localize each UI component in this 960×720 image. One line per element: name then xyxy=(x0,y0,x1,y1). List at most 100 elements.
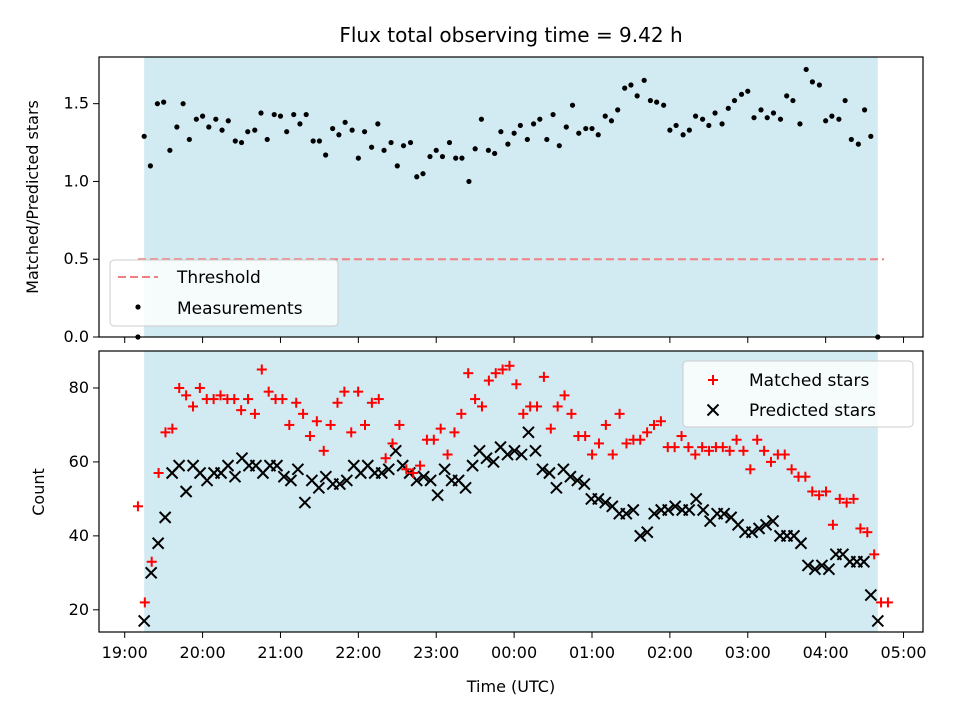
measurement-point xyxy=(673,122,679,129)
matched-star-point xyxy=(346,427,357,438)
matched-star-point xyxy=(621,438,632,449)
predicted-star-point xyxy=(668,500,682,513)
predicted-star-point xyxy=(857,555,871,568)
measurement-point xyxy=(524,136,530,143)
legend-box xyxy=(109,259,339,327)
matched-star-point xyxy=(607,449,618,460)
top-panel-ratio: 0.0 0.5 1.0 1.5 Threshold Measurements xyxy=(64,56,924,346)
matched-star-point xyxy=(642,427,653,438)
predicted-star-point xyxy=(759,518,773,531)
matched-star-point xyxy=(415,460,426,471)
measurement-point xyxy=(245,129,251,135)
measurement-point xyxy=(316,138,323,144)
measurement-point xyxy=(842,97,848,104)
measurement-point xyxy=(661,102,667,108)
predicted-cross-b xyxy=(864,588,878,602)
predicted-cross-b xyxy=(375,466,388,480)
measurement-point xyxy=(537,116,543,122)
matched-star-point xyxy=(298,408,309,419)
measurement-point xyxy=(875,334,881,340)
measurement-point xyxy=(186,136,192,143)
predicted-star-point xyxy=(284,474,298,487)
predicted-cross-b xyxy=(270,459,284,472)
measurement-point xyxy=(770,110,777,116)
predicted-cross-b xyxy=(431,488,444,502)
matched-star-point xyxy=(380,453,391,464)
predicted-star-point xyxy=(277,470,291,483)
matched-star-point xyxy=(821,486,832,497)
predicted-cross-b xyxy=(745,525,759,539)
measurement-point xyxy=(868,133,874,139)
measurement-point xyxy=(544,136,550,143)
legend-threshold-label: Threshold xyxy=(176,268,261,288)
x-tick-label: 19:00 xyxy=(102,643,148,662)
matched-star-point xyxy=(132,501,143,512)
matched-star-point xyxy=(532,401,543,412)
matched-star-point xyxy=(428,434,439,445)
matched-star-point xyxy=(862,527,873,538)
predicted-star-point xyxy=(459,481,472,495)
predicted-star-point xyxy=(592,492,605,506)
predicted-cross-b xyxy=(794,537,808,550)
x-axis-label: Time (UTC) xyxy=(466,677,555,696)
predicted-cross-b xyxy=(627,503,640,517)
matched-star-point xyxy=(366,397,377,408)
measurement-point xyxy=(213,116,219,122)
predicted-cross-b xyxy=(815,559,829,572)
measurement-point xyxy=(777,116,784,122)
matched-star-point xyxy=(704,445,715,456)
predicted-cross-b xyxy=(620,507,633,520)
measurement-point xyxy=(589,125,595,132)
matched-star-point xyxy=(779,449,790,460)
predicted-star-point xyxy=(375,466,388,480)
measurement-point xyxy=(453,155,459,161)
matched-star-point xyxy=(408,468,419,479)
predicted-cross-b xyxy=(787,529,801,543)
predicted-star-point xyxy=(578,477,591,491)
measurement-point xyxy=(478,116,485,122)
measurement-point xyxy=(381,147,387,153)
measurement-point xyxy=(569,102,576,108)
predicted-cross-b xyxy=(717,507,731,520)
matched-star-point xyxy=(401,464,412,475)
predicted-cross-b xyxy=(648,507,661,520)
predicted-star-point xyxy=(627,503,640,517)
predicted-star-point xyxy=(312,481,326,495)
matched-star-point xyxy=(456,408,467,419)
measurement-point xyxy=(433,147,439,153)
predicted-cross-b xyxy=(515,448,528,461)
measurement-point xyxy=(667,127,673,133)
predicted-cross-b xyxy=(452,474,465,487)
predicted-star-point xyxy=(158,511,172,524)
predicted-star-point xyxy=(487,455,500,469)
predicted-cross-b xyxy=(641,525,654,539)
matched-star-point xyxy=(332,397,343,408)
matched-star-point xyxy=(139,597,150,608)
predicted-cross-b xyxy=(347,459,360,472)
predicted-cross-b xyxy=(836,548,850,561)
matched-star-point xyxy=(263,386,274,397)
matched-star-point xyxy=(738,445,749,456)
matched-star-point xyxy=(580,431,591,442)
predicted-cross-b xyxy=(689,492,703,506)
x-tick-label: 21:00 xyxy=(257,643,303,662)
predicted-star-point xyxy=(417,470,430,483)
matched-star-point xyxy=(552,401,563,412)
predicted-cross-b xyxy=(284,474,298,487)
predicted-star-point xyxy=(179,485,193,498)
measurement-point xyxy=(583,125,589,132)
measurement-point xyxy=(563,124,569,130)
predicted-star-point xyxy=(641,525,654,539)
measurement-point xyxy=(855,141,861,147)
legend-matched-label: Matched stars xyxy=(749,371,869,391)
predicted-cross-b xyxy=(487,455,500,469)
predicted-star-point xyxy=(466,459,479,472)
predicted-cross-b xyxy=(466,459,479,472)
measurement-point xyxy=(823,118,829,124)
top-y-axis-label: Matched/Predicted stars xyxy=(23,100,42,294)
predicted-star-point xyxy=(599,496,612,509)
matched-star-point xyxy=(683,442,694,453)
measurement-point xyxy=(803,66,809,73)
measurement-point xyxy=(472,146,478,152)
measurement-point xyxy=(784,93,790,99)
